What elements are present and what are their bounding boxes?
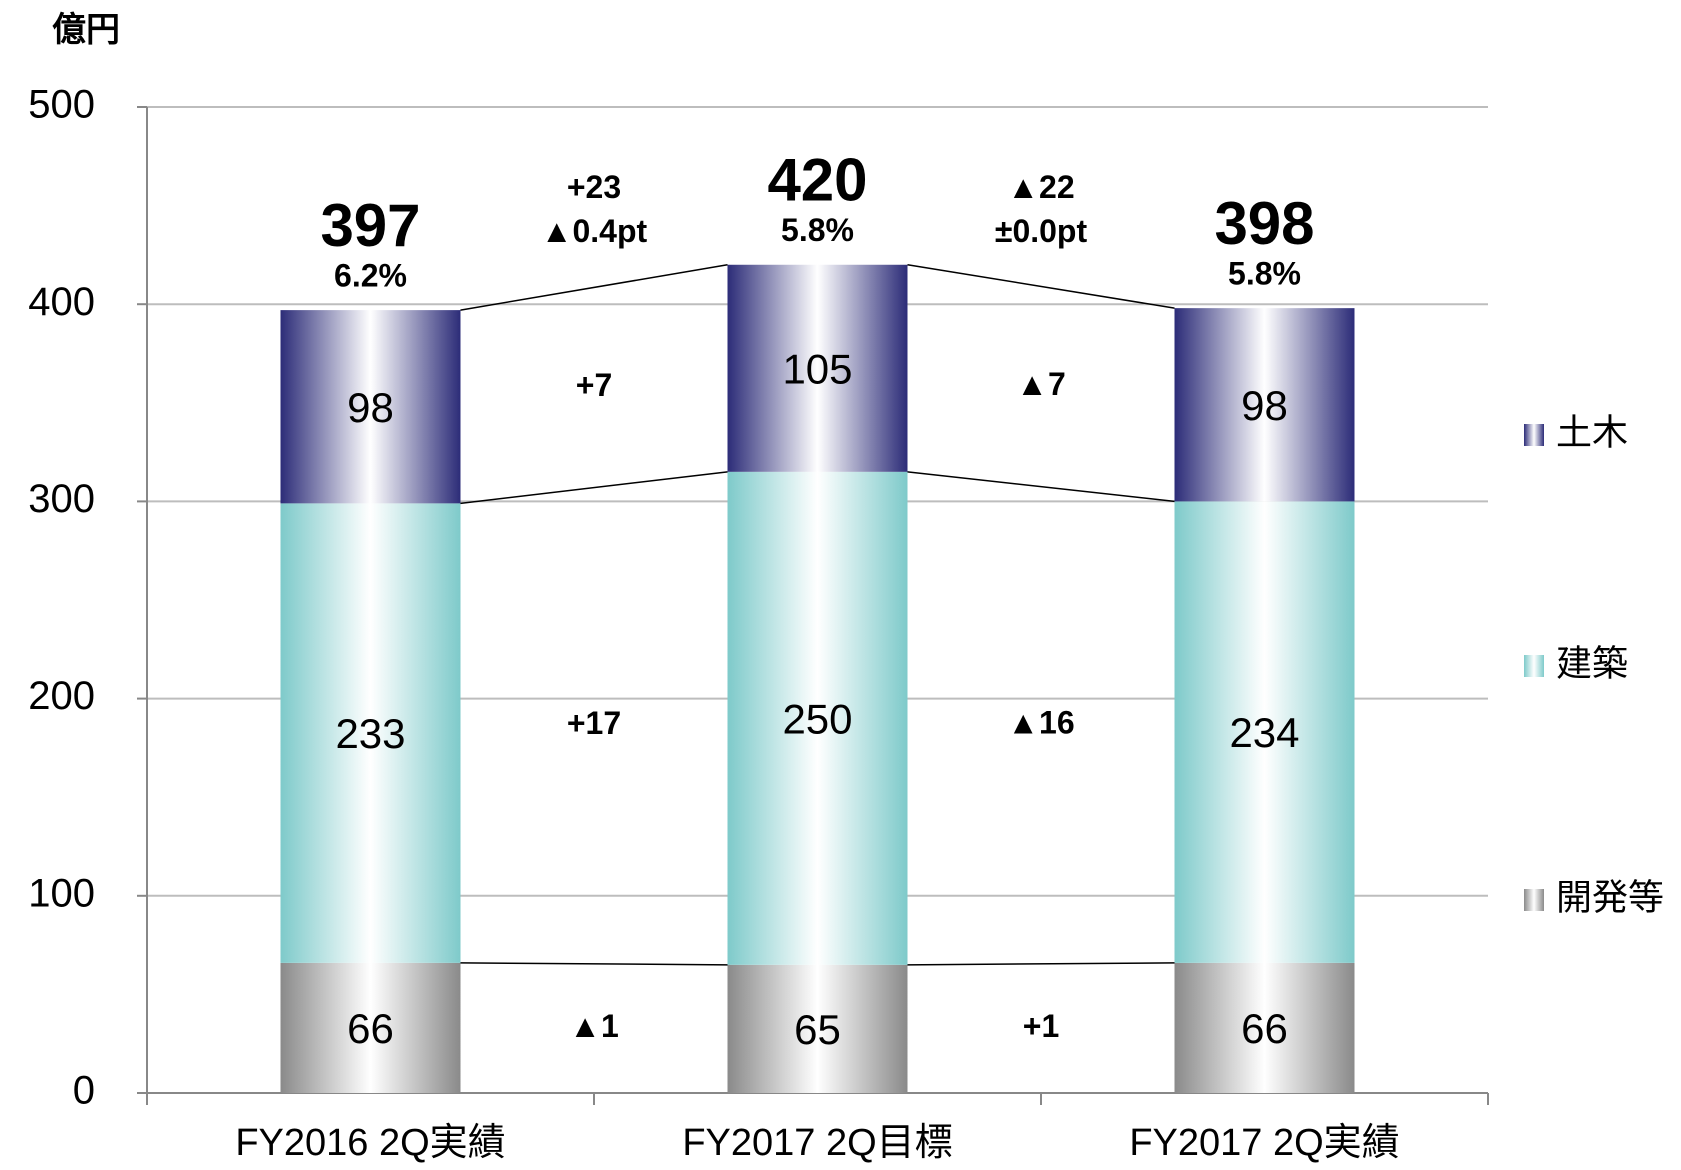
y-tick-label: 400 (28, 280, 95, 324)
margin-change: ±0.0pt (995, 213, 1088, 249)
bar-segment (727, 264, 908, 472)
segment-label: 98 (347, 384, 394, 431)
total-change: +23 (567, 169, 621, 205)
margin-change: ▲0.4pt (541, 213, 648, 249)
segment-label: 233 (335, 710, 405, 757)
margin-label: 5.8% (1228, 256, 1301, 292)
x-tick-label: FY2017 2Q実績 (1129, 1122, 1399, 1164)
legend-swatch (1524, 889, 1544, 911)
legend-label: 建築 (1556, 643, 1628, 684)
segment-change: ▲16 (1007, 705, 1074, 741)
segment-label: 250 (782, 695, 852, 742)
total-label: 397 (320, 192, 420, 259)
connector (460, 471, 728, 505)
bar-segment (280, 503, 461, 963)
connector (460, 962, 728, 966)
legend-label: 開発等 (1556, 877, 1664, 918)
connector (907, 264, 1175, 309)
segment-label: 66 (1241, 1005, 1288, 1052)
segment-change: ▲7 (1016, 366, 1065, 402)
legend-swatch (1524, 424, 1544, 446)
bar-segment (727, 471, 908, 965)
bar-segment (1174, 308, 1355, 502)
x-tick-label: FY2016 2Q実績 (235, 1122, 505, 1164)
segment-label: 105 (782, 345, 852, 392)
total-label: 398 (1214, 190, 1314, 257)
y-axis-label: 億円 (52, 11, 120, 49)
y-tick-label: 200 (28, 674, 95, 718)
y-tick-label: 500 (28, 83, 95, 127)
segment-label: 65 (794, 1006, 841, 1053)
y-tick-label: 300 (28, 477, 95, 521)
segment-label: 66 (347, 1005, 394, 1052)
connector (460, 264, 728, 311)
bar-segment (1174, 501, 1355, 963)
margin-label: 5.8% (781, 212, 854, 248)
margin-label: 6.2% (334, 258, 407, 294)
connector (907, 471, 1175, 503)
connector (907, 962, 1175, 966)
bar-segment (727, 964, 908, 1093)
y-tick-label: 0 (73, 1069, 95, 1113)
segment-change: ▲1 (569, 1008, 618, 1044)
total-change: ▲22 (1007, 169, 1074, 205)
y-tick-label: 100 (28, 871, 95, 915)
segment-change: +1 (1023, 1008, 1059, 1044)
segment-label: 234 (1229, 709, 1299, 756)
legend-label: 土木 (1556, 412, 1628, 453)
segment-change: +17 (567, 705, 621, 741)
legend-swatch (1524, 655, 1544, 677)
bar-segment (1174, 962, 1355, 1093)
bar-segment (280, 962, 461, 1093)
segment-label: 98 (1241, 382, 1288, 429)
bar-segment (280, 310, 461, 504)
total-label: 420 (767, 147, 867, 214)
x-tick-label: FY2017 2Q目標 (682, 1122, 952, 1164)
segment-change: +7 (576, 367, 612, 403)
